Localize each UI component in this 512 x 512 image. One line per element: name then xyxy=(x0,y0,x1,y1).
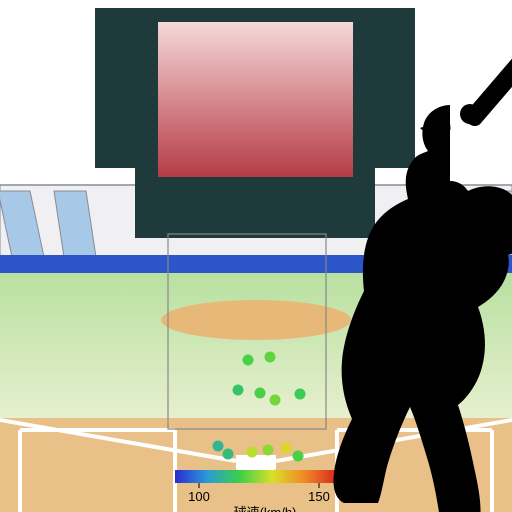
colorbar-axis-label: 球速(km/h) xyxy=(234,505,297,512)
chart-svg: 100 150 球速(km/h) xyxy=(0,0,512,512)
colorbar-tick-label: 150 xyxy=(308,489,330,504)
pitch-marker xyxy=(265,352,276,363)
pitch-marker xyxy=(295,389,306,400)
pitch-marker xyxy=(233,385,244,396)
pitchers-mound xyxy=(161,300,351,340)
pitch-marker xyxy=(281,443,292,454)
pitch-location-chart: 100 150 球速(km/h) xyxy=(0,0,512,512)
pitch-marker xyxy=(223,449,234,460)
pitch-marker xyxy=(293,451,304,462)
pitch-marker xyxy=(263,445,274,456)
pitch-marker xyxy=(243,355,254,366)
colorbar-tick-label: 100 xyxy=(188,489,210,504)
pitch-marker xyxy=(213,441,224,452)
pitch-marker xyxy=(255,388,266,399)
pitch-marker xyxy=(247,447,258,458)
pitch-marker xyxy=(270,395,281,406)
scoreboard-screen xyxy=(158,22,353,177)
speed-colorbar xyxy=(175,470,355,483)
